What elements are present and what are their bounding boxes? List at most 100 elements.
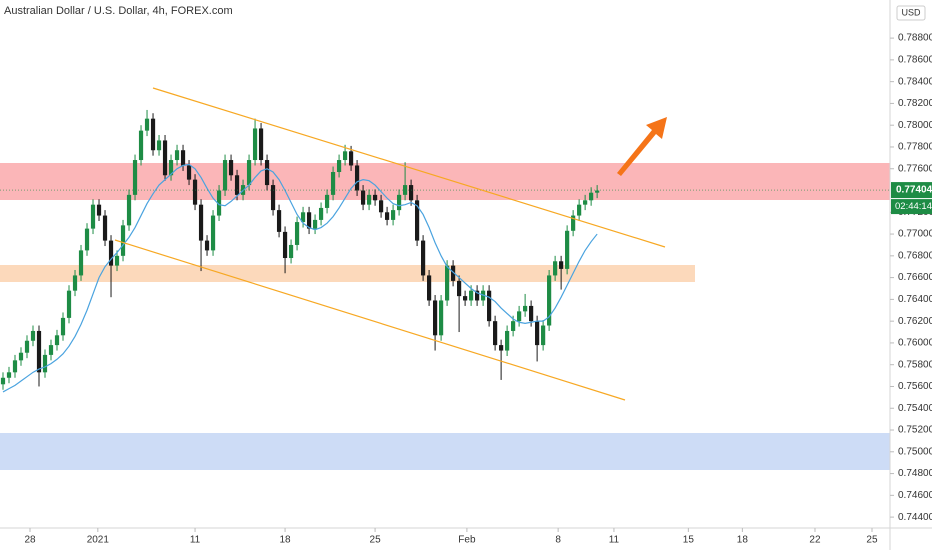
candle-body: [390, 210, 396, 220]
currency-badge[interactable]: [896, 5, 926, 21]
candle-body: [258, 128, 264, 161]
candle-body: [90, 204, 96, 229]
candle-body: [138, 130, 144, 161]
candle-body: [126, 194, 132, 226]
candle-body: [432, 300, 438, 336]
candle-body: [246, 160, 252, 186]
candle-body: [505, 330, 510, 351]
candle-body: [547, 275, 552, 326]
y-tick-label: 0.75800: [898, 359, 932, 370]
candle-body: [463, 296, 468, 301]
last-price-label: 0.77404: [896, 185, 932, 196]
candle-body: [234, 175, 240, 195]
candle-body: [96, 204, 102, 216]
x-tick-label: Feb: [458, 535, 476, 546]
currency: USD: [901, 7, 921, 17]
candle-body: [438, 300, 444, 336]
candle-body: [174, 150, 180, 161]
candle-body: [162, 140, 168, 176]
candle-body: [270, 185, 276, 211]
y-tick-label: 0.78400: [898, 76, 932, 87]
moving-average: [2, 163, 598, 393]
candle-body: [457, 280, 462, 297]
y-tick-label: 0.78000: [898, 120, 932, 131]
candle-body: [445, 265, 450, 301]
candle-body: [186, 165, 192, 180]
x-tick-label: 18: [280, 535, 292, 546]
y-tick-label: 0.77000: [898, 229, 932, 240]
candle-body: [451, 265, 456, 281]
candle-body: [180, 150, 186, 166]
x-tick-label: 11: [609, 535, 620, 546]
candle-body: [559, 261, 564, 269]
y-tick-label: 0.76200: [898, 316, 932, 327]
candle-body: [583, 200, 588, 205]
x-tick-label: 18: [737, 535, 749, 546]
candle-body: [306, 212, 312, 229]
candle-body: [475, 290, 480, 301]
countdown-label: 02:44:14: [895, 201, 932, 212]
candle-body: [60, 317, 66, 336]
y-tick-label: 0.74800: [898, 468, 932, 479]
candle-body: [276, 210, 282, 232]
candle-body: [150, 118, 156, 151]
candle-body: [378, 200, 384, 213]
candle-body: [324, 194, 330, 208]
support-zone: [0, 265, 695, 282]
candle-body: [294, 222, 300, 245]
candle-body: [54, 335, 60, 346]
candle-body: [0, 377, 6, 385]
candle-body: [342, 151, 348, 161]
x-tick-label: 25: [370, 535, 382, 546]
candle-body: [108, 240, 114, 266]
x-tick-label: 25: [866, 535, 878, 546]
candle-body: [487, 290, 492, 322]
upper-trendline: [152, 87, 666, 248]
y-tick-label: 0.78600: [898, 55, 932, 66]
last-price-box: [891, 182, 932, 199]
candle-body: [114, 255, 120, 266]
x-tick-label: 2021: [87, 535, 110, 546]
candle-body: [595, 190, 600, 193]
arrow: [617, 117, 667, 176]
x-tick-label: 28: [24, 535, 36, 546]
chart-title: Australian Dollar / U.S. Dollar, 4h, FOR…: [4, 5, 233, 17]
candle-body: [30, 330, 36, 341]
candle-body: [210, 215, 216, 251]
candle-body: [36, 330, 42, 373]
y-tick-label: 0.75400: [898, 403, 932, 414]
candle-body: [156, 140, 162, 151]
y-tick-label: 0.76600: [898, 272, 932, 283]
candle-body: [366, 194, 372, 205]
resistance-zone: [0, 163, 890, 200]
candle-body: [72, 275, 78, 291]
candle-body: [354, 165, 360, 191]
candle-body: [222, 160, 228, 191]
candle-body: [282, 231, 288, 259]
candle-body: [204, 240, 210, 251]
candle-body: [192, 179, 198, 205]
y-tick-label: 0.77800: [898, 142, 932, 153]
candle-body: [300, 212, 306, 223]
y-tick-label: 0.76800: [898, 250, 932, 261]
candle-body: [42, 354, 48, 373]
candle-body: [499, 345, 504, 351]
candle-body: [589, 192, 594, 201]
candle-body: [264, 160, 270, 186]
candle-body: [384, 212, 390, 220]
candle-body: [414, 200, 420, 241]
y-tick-label: 0.76000: [898, 338, 932, 349]
candle-body: [252, 128, 258, 161]
y-tick-label: 0.75200: [898, 425, 932, 436]
y-tick-label: 0.77600: [898, 163, 932, 174]
candle-body: [288, 244, 294, 259]
x-tick-label: 22: [809, 535, 821, 546]
candle-body: [360, 190, 366, 205]
candle-body: [120, 225, 126, 256]
candle-body: [553, 261, 558, 276]
candle-body: [426, 275, 432, 301]
y-tick-label: 0.76400: [898, 294, 932, 305]
y-tick-label: 0.78800: [898, 33, 932, 44]
candle-body: [144, 118, 150, 131]
